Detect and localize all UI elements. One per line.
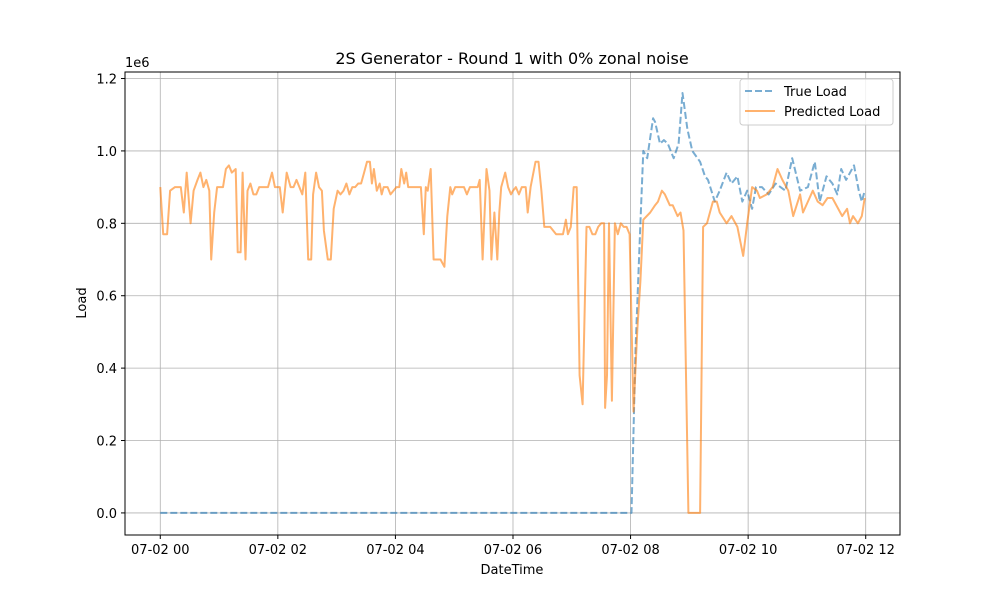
chart-title: 2S Generator - Round 1 with 0% zonal noi…	[335, 49, 688, 68]
y-tick-label: 1.0	[96, 145, 117, 160]
y-scale-label: 1e6	[125, 56, 150, 71]
x-axis-label: DateTime	[481, 563, 544, 578]
x-tick-label: 07-02 10	[719, 543, 777, 558]
legend-box	[739, 78, 894, 126]
y-tick-label: 0.2	[96, 435, 117, 450]
legend: True Load Predicted Load	[739, 78, 894, 126]
legend-label-true-load: True Load	[783, 85, 847, 100]
y-tick-label: 1.2	[96, 73, 117, 88]
x-tick-label: 07-02 06	[484, 543, 542, 558]
plot-frame	[124, 71, 901, 536]
x-tick-label: 07-02 08	[601, 543, 659, 558]
legend-label-predicted-load: Predicted Load	[784, 105, 880, 120]
y-tick-label: 0.6	[96, 290, 117, 305]
x-axis-ticks: 07-02 00 07-02 02 07-02 04 07-02 06 07-02 08…	[131, 535, 895, 558]
x-tick-label: 07-02 04	[366, 543, 424, 558]
y-axis-label: Load	[75, 287, 90, 318]
y-tick-label: 0.0	[96, 507, 117, 522]
x-tick-label: 07-02 00	[131, 543, 189, 558]
series-line-predicted-load	[159, 160, 866, 514]
x-tick-label: 07-02 02	[249, 543, 307, 558]
y-tick-label: 0.8	[96, 217, 117, 232]
series-line-true-load	[160, 92, 866, 514]
series-lines	[159, 92, 866, 514]
y-tick-label: 0.4	[96, 362, 117, 377]
y-axis-ticks: 0.0 0.2 0.4 0.6 0.8 1.0 1.2	[96, 73, 125, 522]
x-tick-label: 07-02 12	[836, 543, 894, 558]
